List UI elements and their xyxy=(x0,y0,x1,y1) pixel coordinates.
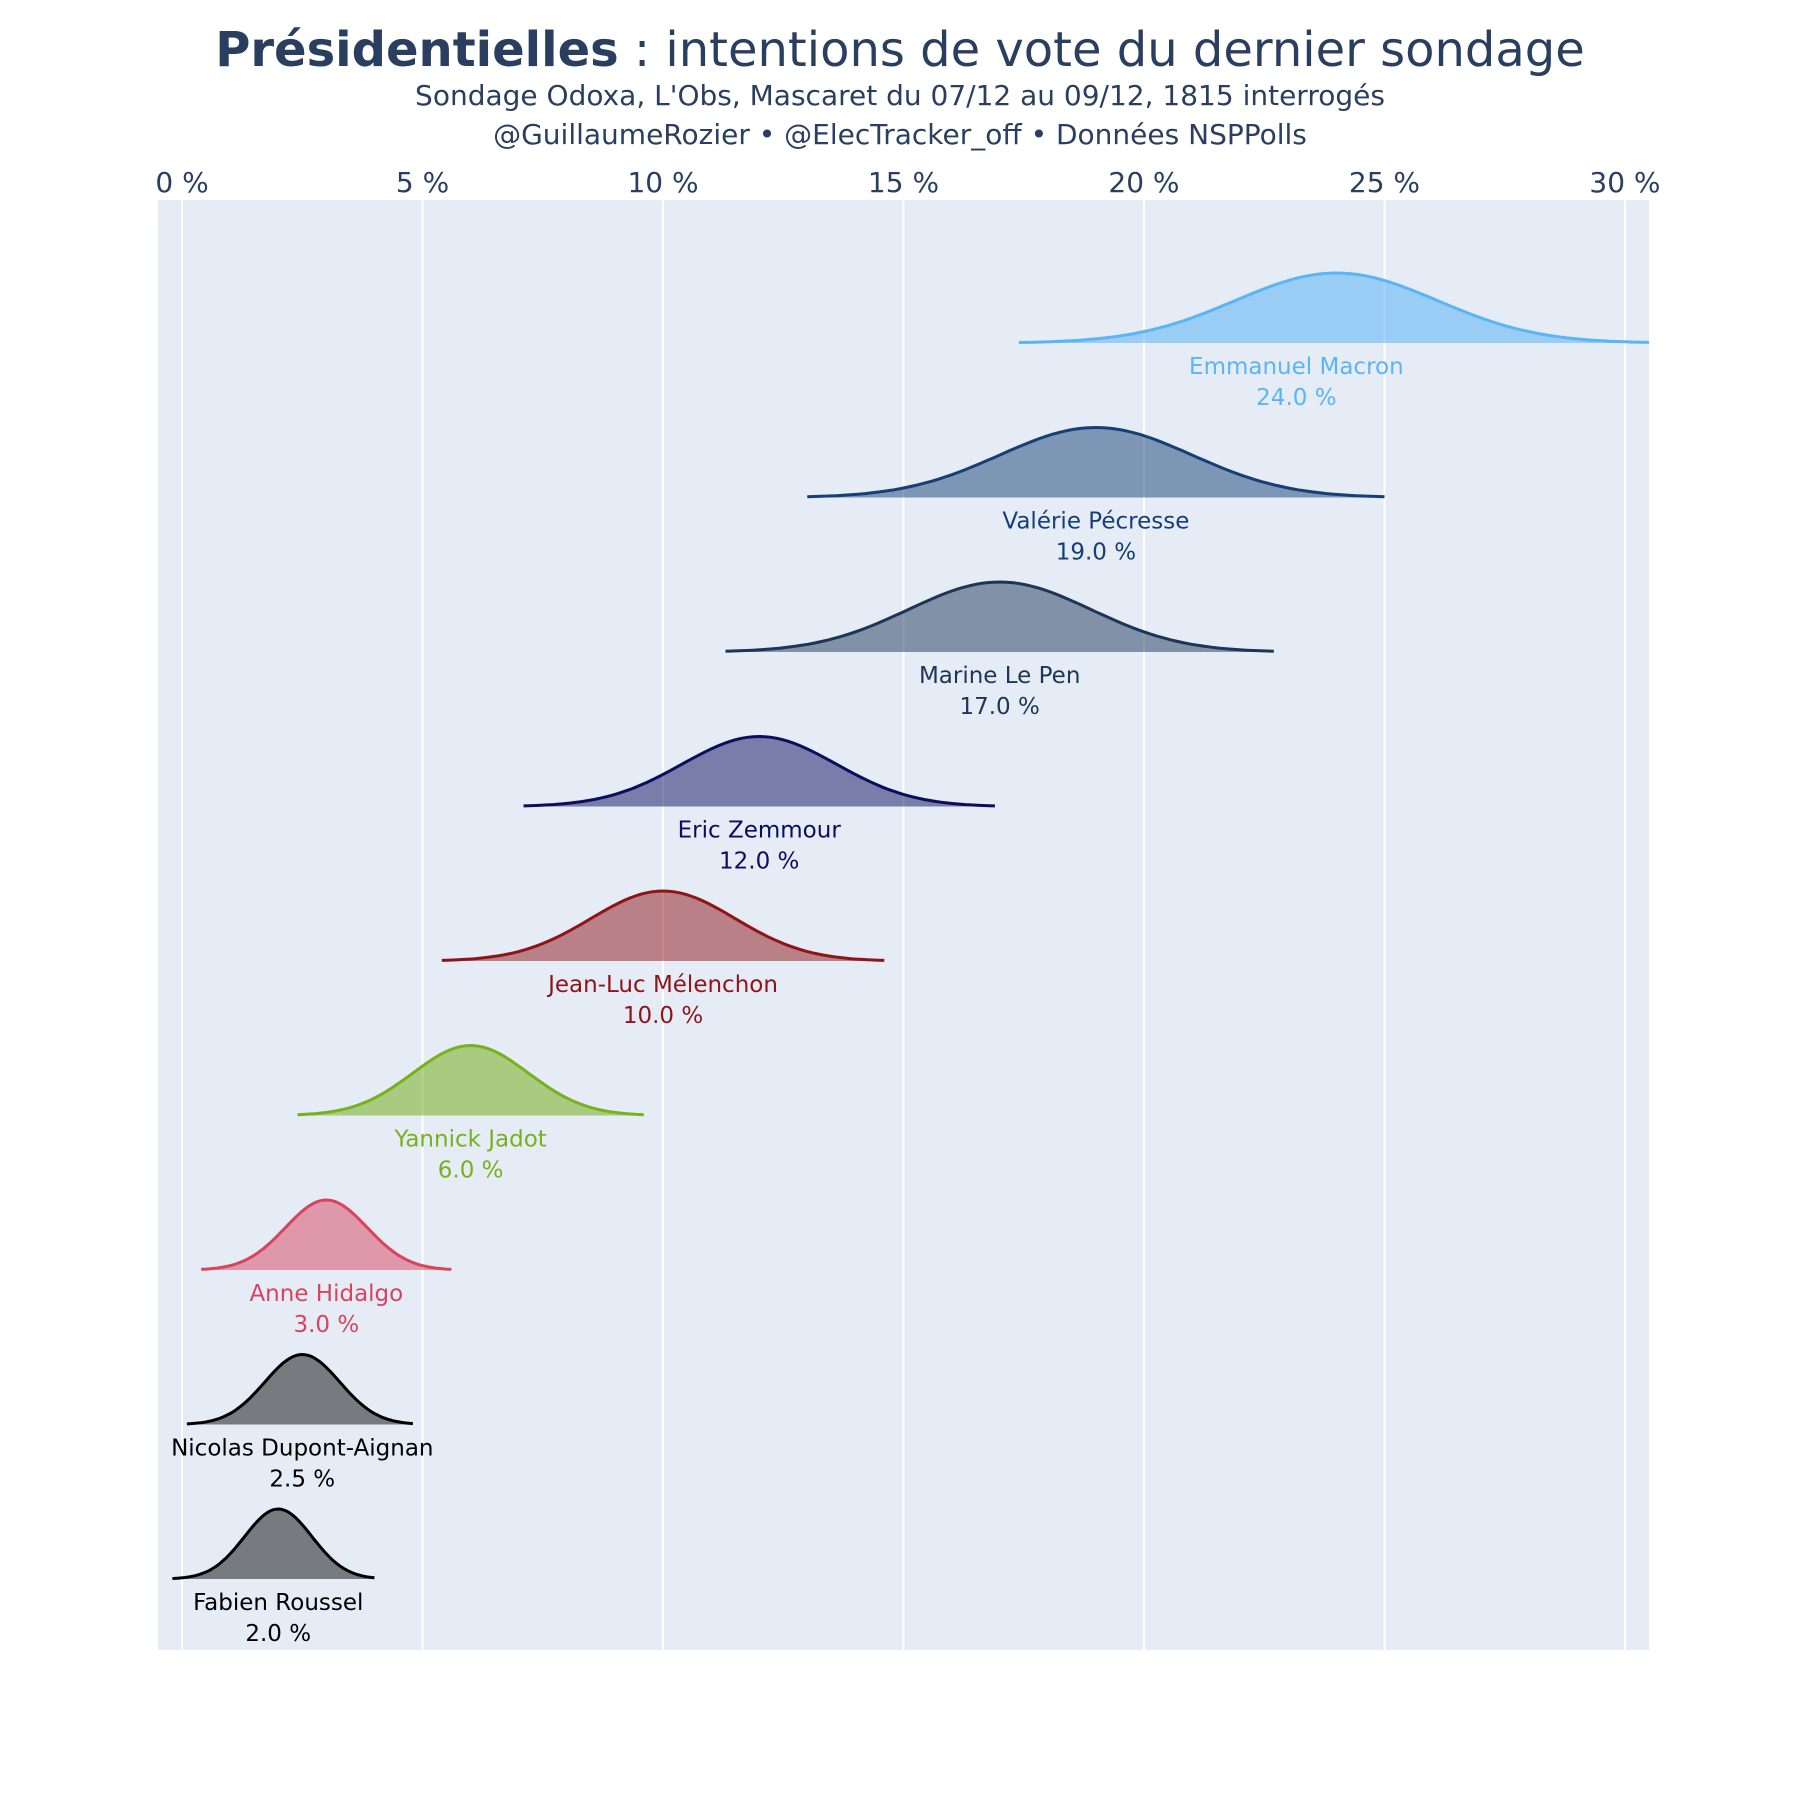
ridge-nicolas-dupont-aignan: Nicolas Dupont-Aignan 2.5 % xyxy=(171,1352,434,1493)
ridge-marine-le-pen: Marine Le Pen 17.0 % xyxy=(725,580,1274,720)
ridge-line xyxy=(172,1507,375,1580)
ridge-area xyxy=(523,736,995,807)
ridge-fabien-roussel: Fabien Roussel 2.0 % xyxy=(172,1507,375,1647)
series-value-label: 24.0 % xyxy=(1256,385,1336,411)
ridge-emmanuel-macron: Emmanuel Macron 24.0 % xyxy=(1018,271,1650,411)
chart-subtitle-line2: @GuillaumeRozier • @ElecTracker_off • Do… xyxy=(493,118,1307,151)
chart-title-rest: : intentions de vote du dernier sondage xyxy=(619,22,1585,78)
chart-title-bold: Présidentielles xyxy=(215,22,619,78)
series-name-label: Fabien Roussel xyxy=(193,1590,363,1616)
ridge-area xyxy=(186,1354,413,1425)
ridge-line xyxy=(186,1352,414,1426)
series-name-label: Valérie Pécresse xyxy=(1002,509,1189,535)
series-name-label: Emmanuel Macron xyxy=(1189,354,1404,380)
series-value-label: 17.0 % xyxy=(959,694,1039,720)
ridge-area xyxy=(441,891,885,961)
ridge-area xyxy=(725,582,1274,652)
series-name-label: Yannick Jadot xyxy=(393,1127,546,1153)
series-value-label: 10.0 % xyxy=(623,1003,703,1029)
ridge-anne-hidalgo: Anne Hidalgo 3.0 % xyxy=(201,1198,452,1338)
series-value-label: 3.0 % xyxy=(293,1312,359,1338)
ridge-area xyxy=(297,1045,644,1116)
series-name-label: Marine Le Pen xyxy=(919,663,1080,689)
ridge-area xyxy=(1018,273,1649,343)
series-name-label: Anne Hidalgo xyxy=(249,1281,403,1307)
ridge-yannick-jadot: Yannick Jadot 6.0 % xyxy=(297,1043,644,1184)
ridge-line xyxy=(1018,271,1650,344)
ridge-val-rie-p-cresse: Valérie Pécresse 19.0 % xyxy=(807,425,1385,566)
series-name-label: Eric Zemmour xyxy=(678,818,842,844)
ridge-line xyxy=(725,580,1274,653)
ridge-jean-luc-m-lenchon: Jean-Luc Mélenchon 10.0 % xyxy=(441,889,885,1029)
x-tick-label: 5 % xyxy=(396,166,449,199)
x-tick-label: 15 % xyxy=(868,166,939,199)
x-tick-label: 10 % xyxy=(627,166,698,199)
x-tick-label: 25 % xyxy=(1349,166,1420,199)
ridge-eric-zemmour: Eric Zemmour 12.0 % xyxy=(523,734,995,875)
ridge-line xyxy=(441,889,885,962)
ridge-line xyxy=(297,1043,644,1117)
x-tick-label: 0 % xyxy=(155,166,208,199)
series-value-label: 2.5 % xyxy=(269,1467,335,1493)
chart-subtitle-line1: Sondage Odoxa, L'Obs, Mascaret du 07/12 … xyxy=(415,79,1385,112)
chart-title: Présidentielles : intentions de vote du … xyxy=(215,22,1585,78)
ridge-line xyxy=(807,425,1385,499)
series-value-label: 6.0 % xyxy=(438,1158,504,1184)
series-value-label: 2.0 % xyxy=(245,1621,311,1647)
x-tick-label: 20 % xyxy=(1108,166,1179,199)
x-tick-labels: 0 % 5 % 10 % 15 % 20 % 25 % 30 % xyxy=(155,166,1660,199)
series-value-label: 12.0 % xyxy=(719,849,799,875)
series-name-label: Jean-Luc Mélenchon xyxy=(546,972,778,998)
ridge-line xyxy=(523,734,995,808)
ridge-area xyxy=(201,1200,452,1270)
ridge-area xyxy=(807,427,1385,498)
series-value-label: 19.0 % xyxy=(1056,540,1136,566)
x-tick-label: 30 % xyxy=(1589,166,1660,199)
series-name-label: Nicolas Dupont-Aignan xyxy=(171,1436,433,1462)
density-ridges: Emmanuel Macron 24.0 % Valérie Pécresse 19.… xyxy=(171,271,1650,1647)
ridge-line xyxy=(201,1198,452,1271)
